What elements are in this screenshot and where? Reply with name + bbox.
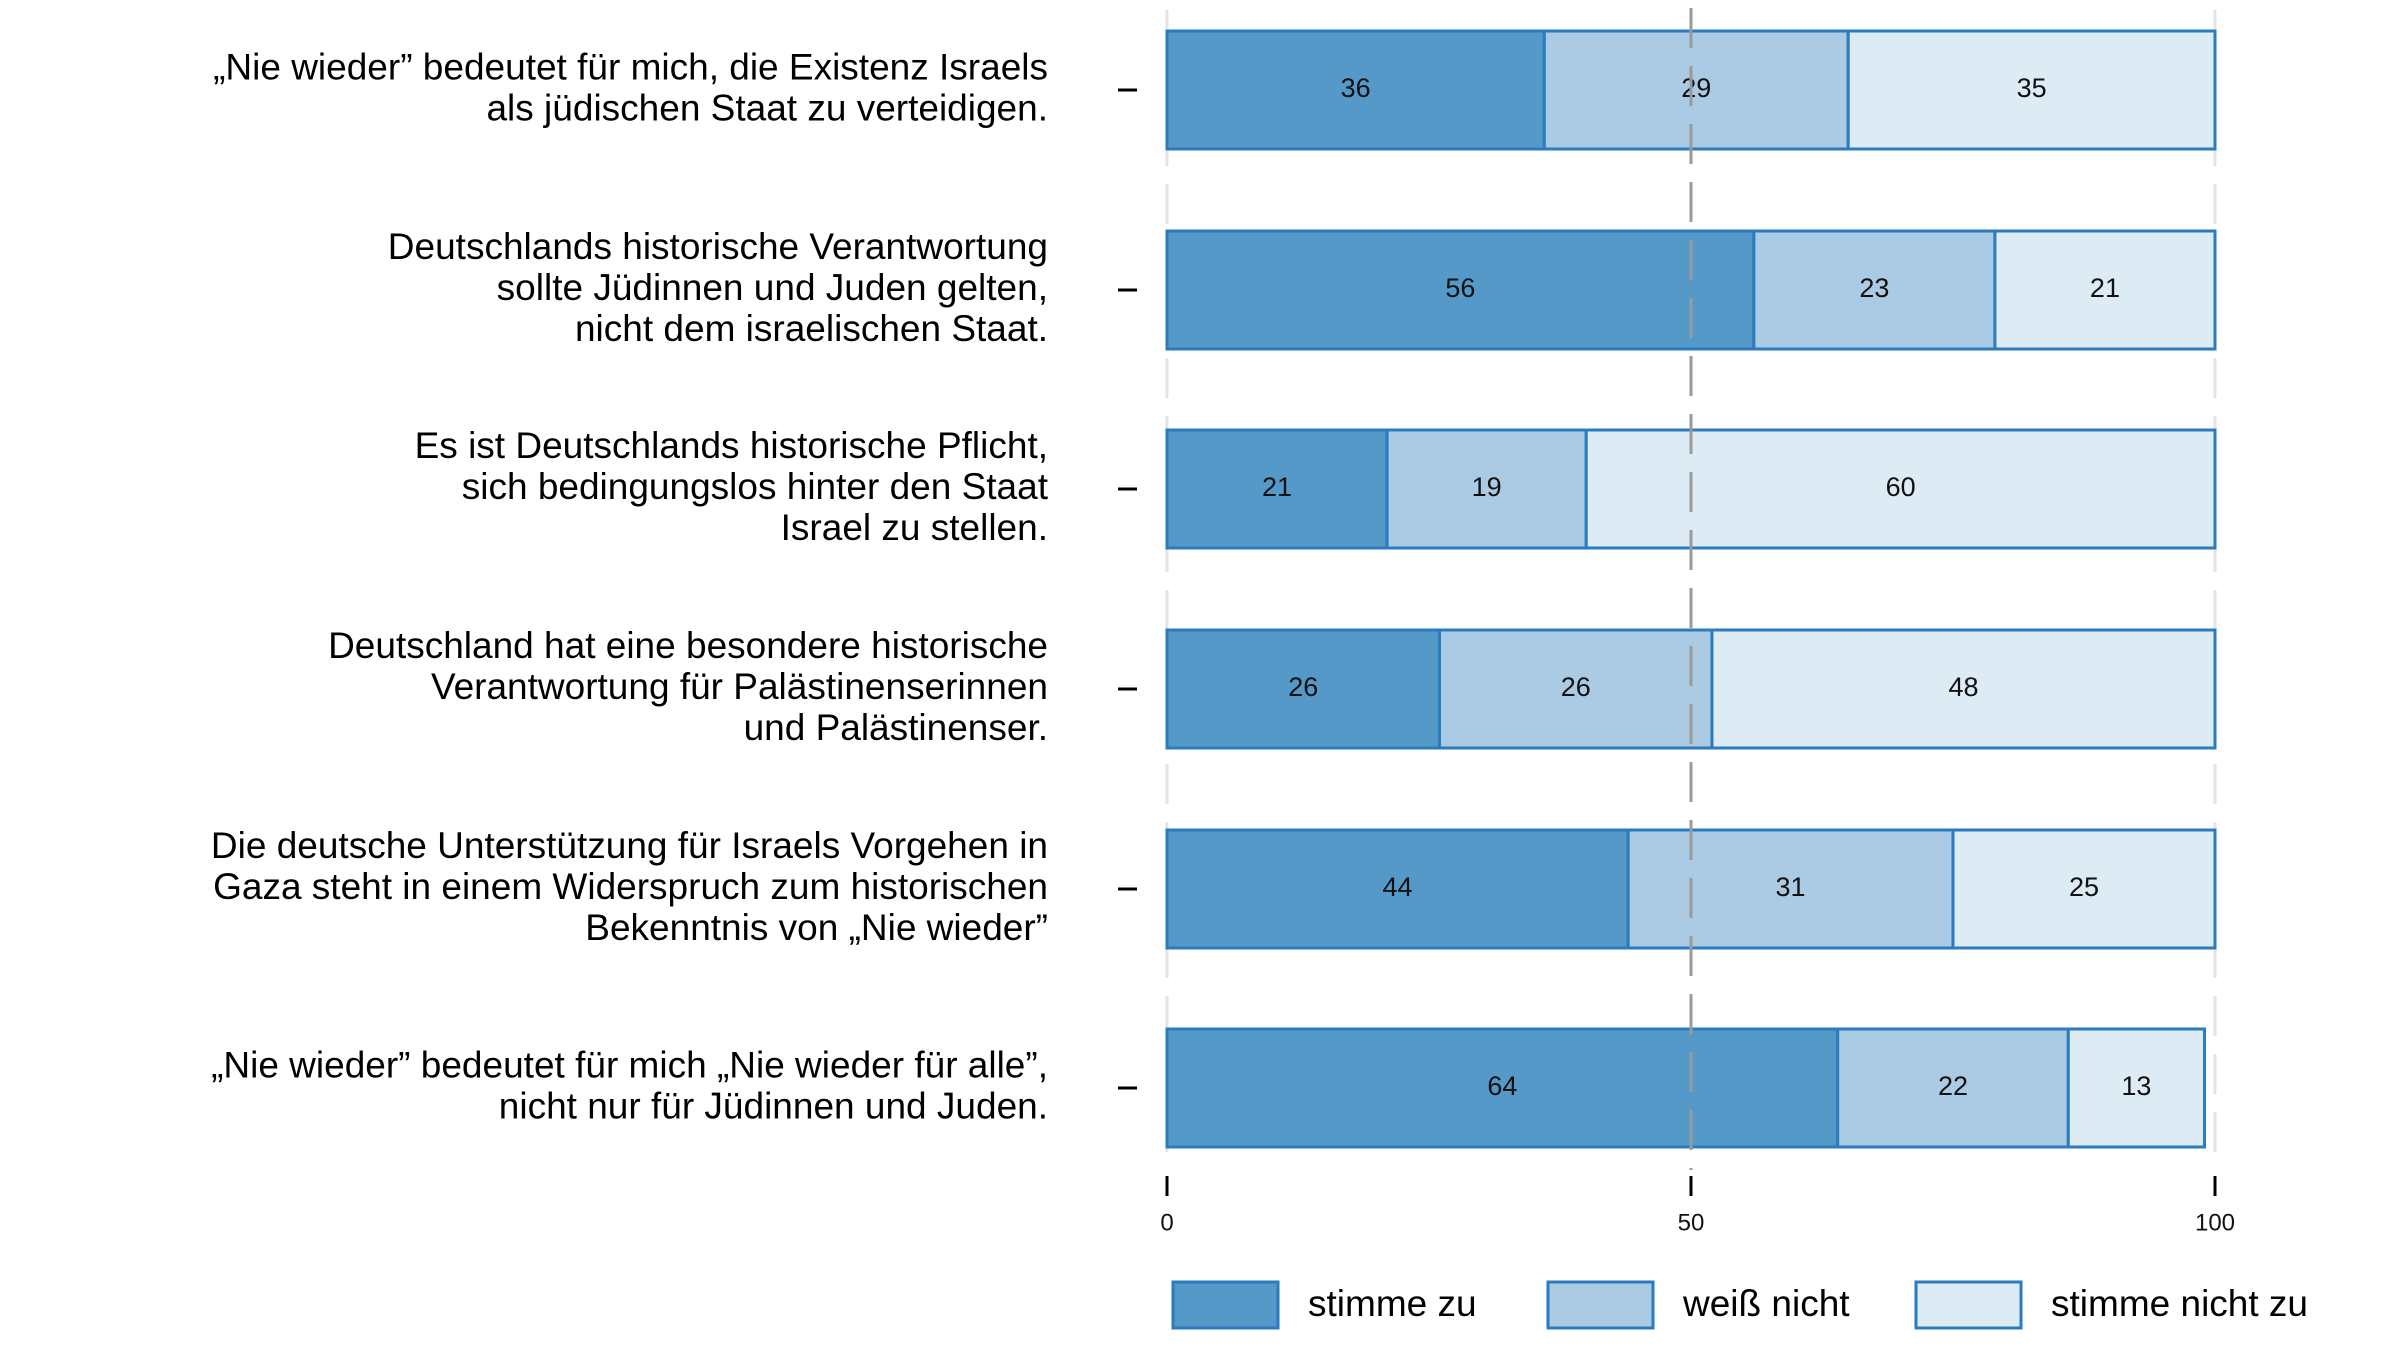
data-label: 48 [1948, 672, 1978, 702]
legend-label: stimme nicht zu [2051, 1283, 2308, 1324]
data-label: 56 [1445, 273, 1475, 303]
bar-segment [1165, 29, 1546, 151]
data-label: 35 [2017, 73, 2047, 103]
bar-segment [1165, 229, 1756, 351]
legend-item: stimme nicht zu [1914, 1280, 2308, 1330]
bar-segment [1385, 428, 1588, 550]
legend-label: stimme zu [1308, 1283, 1477, 1324]
data-label: 26 [1288, 672, 1318, 702]
x-tick-label: 50 [1678, 1209, 1705, 1236]
category-label: nicht dem israelischen Staat. [575, 308, 1048, 349]
bar-segment [1836, 1027, 2070, 1149]
data-label: 25 [2069, 872, 2099, 902]
bar-segment [1165, 428, 1389, 550]
category-label: sich bedingungslos hinter den Staat [462, 466, 1049, 507]
data-label: 60 [1886, 472, 1916, 502]
bar-segment [1993, 229, 2217, 351]
data-label: 23 [1859, 273, 1889, 303]
legend-item: weiß nicht [1546, 1280, 1850, 1330]
data-label: 64 [1487, 1071, 1517, 1101]
category-label: Gaza steht in einem Widerspruch zum hist… [213, 866, 1048, 907]
data-label: 19 [1472, 472, 1502, 502]
category-label: Deutschlands historische Verantwortung [388, 226, 1048, 267]
bar-segment [1710, 628, 2217, 750]
category-label: Es ist Deutschlands historische Pflicht, [415, 425, 1048, 466]
category-label: sollte Jüdinnen und Juden gelten, [497, 267, 1048, 308]
bar-segment [1626, 828, 1955, 950]
data-label: 21 [2090, 273, 2120, 303]
legend-swatch [1171, 1280, 1280, 1330]
bar-segment [1165, 1027, 1840, 1149]
category-label: „Nie wieder” bedeutet für mich, die Exis… [213, 46, 1048, 87]
category-label: und Palästinenser. [744, 707, 1048, 748]
category-label: als jüdischen Staat zu verteidigen. [486, 87, 1048, 128]
data-label: 22 [1938, 1071, 1968, 1101]
data-label: 21 [1262, 472, 1292, 502]
bar-segment [1752, 229, 1997, 351]
legend-item: stimme zu [1171, 1280, 1477, 1330]
data-label: 31 [1776, 872, 1806, 902]
legend-swatch [1914, 1280, 2023, 1330]
legend-swatch [1546, 1280, 1655, 1330]
category-label: Die deutsche Unterstützung für Israels V… [211, 825, 1048, 866]
x-tick-label: 0 [1160, 1209, 1173, 1236]
category-label: „Nie wieder” bedeutet für mich „Nie wied… [211, 1044, 1048, 1085]
bar-segment [1165, 628, 1441, 750]
data-label: 29 [1681, 73, 1711, 103]
category-label: Bekenntnis von „Nie wieder” [585, 907, 1048, 948]
data-label: 44 [1383, 872, 1413, 902]
x-tick-label: 100 [2195, 1209, 2235, 1236]
category-label: nicht nur für Jüdinnen und Juden. [499, 1085, 1048, 1126]
category-label: Deutschland hat eine besondere historisc… [328, 625, 1048, 666]
bar-segment [1165, 828, 1630, 950]
data-label: 26 [1561, 672, 1591, 702]
category-label: Israel zu stellen. [781, 507, 1048, 548]
bar-segment [1846, 29, 2217, 151]
bar-segment [2066, 1027, 2207, 1149]
data-label: 36 [1341, 73, 1371, 103]
data-label: 13 [2121, 1071, 2151, 1101]
legend-label: weiß nicht [1682, 1283, 1850, 1324]
category-label: Verantwortung für Palästinenserinnen [431, 666, 1048, 707]
bar-segment [1951, 828, 2217, 950]
